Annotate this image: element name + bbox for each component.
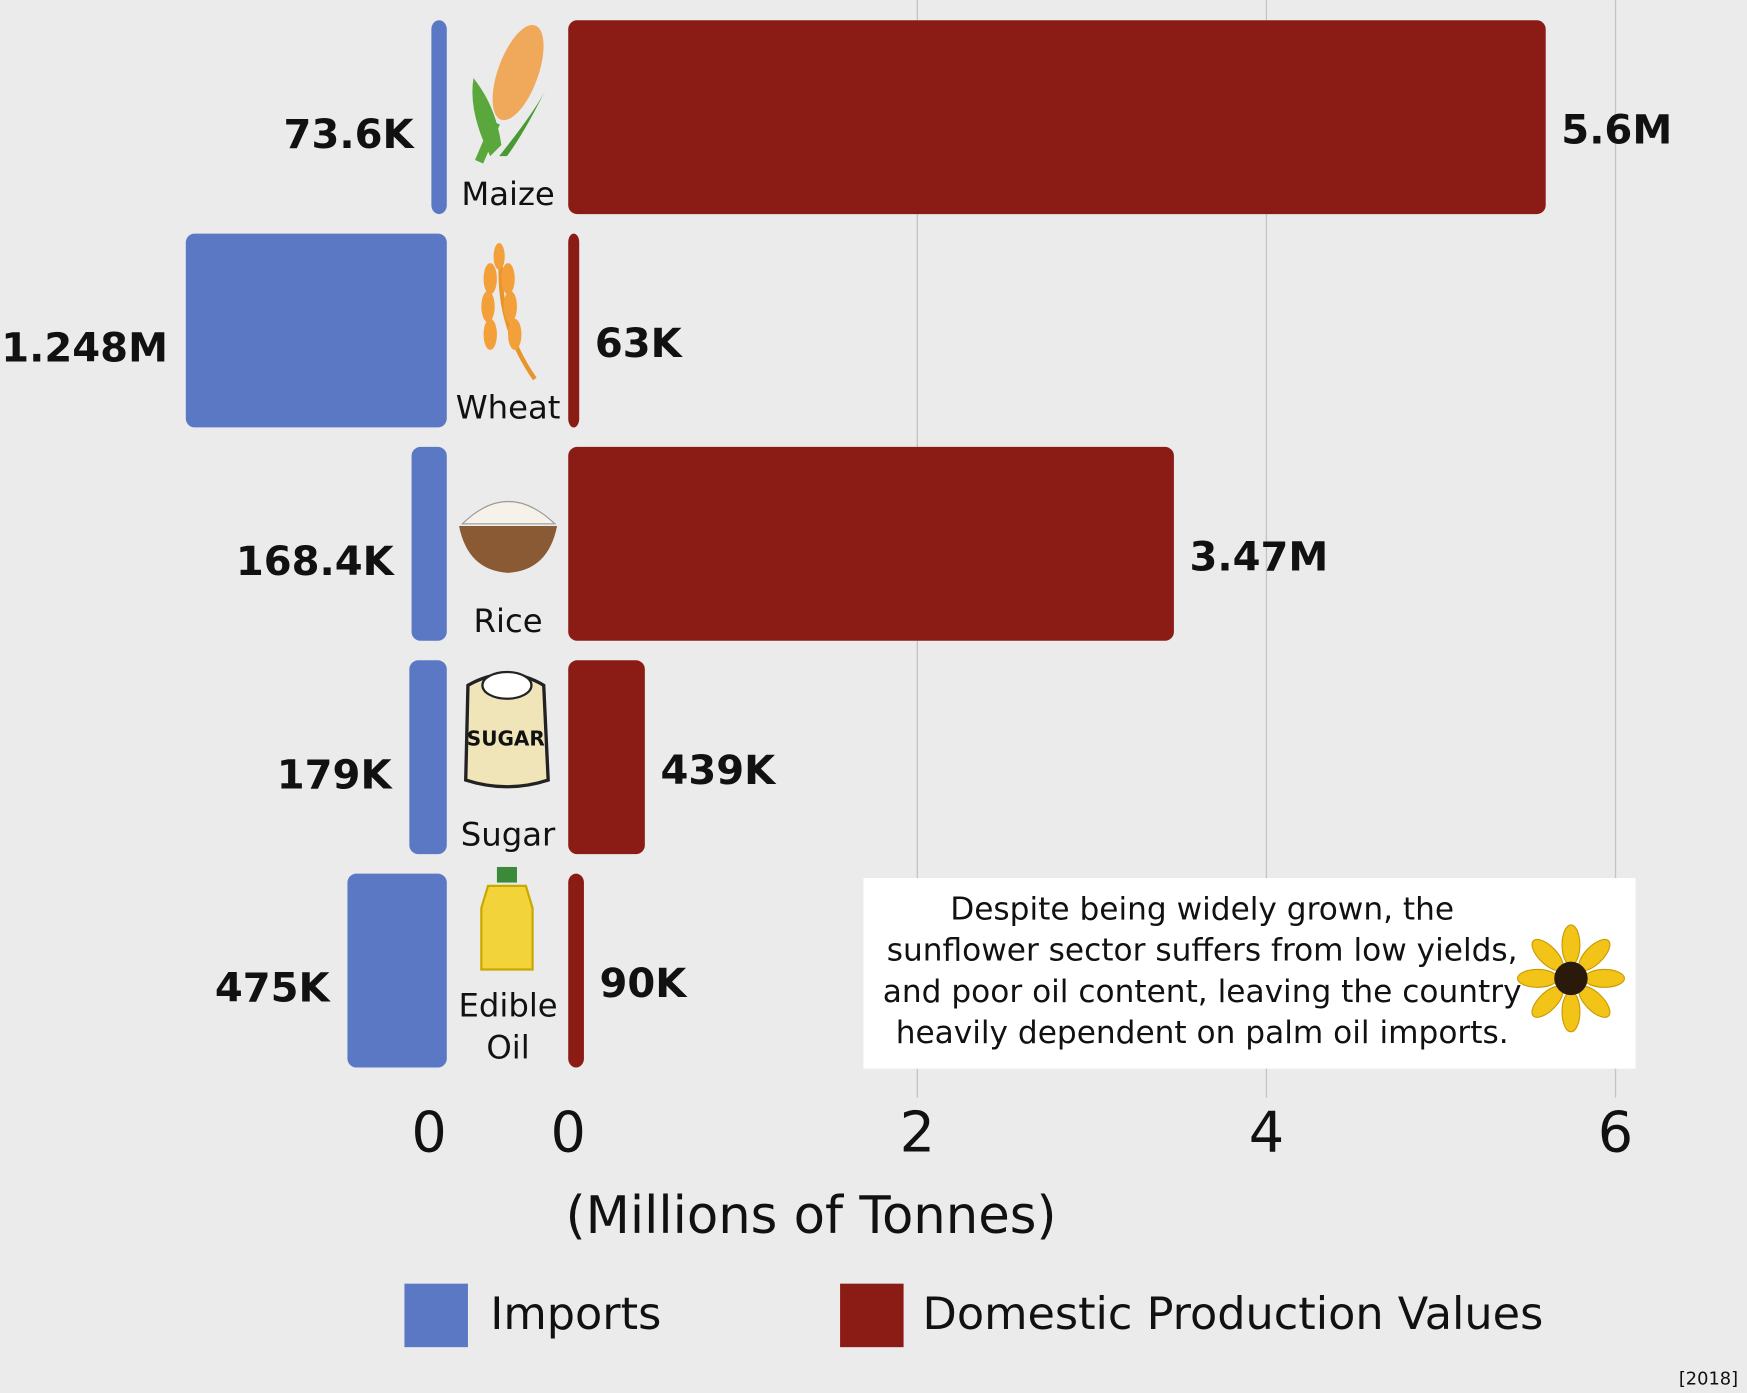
source: [2018] bbox=[1679, 1368, 1738, 1389]
bar bbox=[568, 20, 1546, 215]
svg-text:SUGAR: SUGAR bbox=[467, 726, 546, 750]
value-label: 179K bbox=[277, 752, 394, 798]
rice-icon bbox=[459, 501, 558, 573]
x-tick-label: 2 bbox=[900, 1101, 935, 1166]
x-tick-label: 0 bbox=[551, 1101, 586, 1166]
maize-icon bbox=[472, 24, 546, 164]
annotation-line: and poor oil content, leaving the countr… bbox=[883, 974, 1522, 1010]
category-label: Wheat bbox=[456, 389, 561, 427]
bar bbox=[185, 233, 447, 428]
category-label: Edible Oil bbox=[458, 986, 557, 1066]
value-label: 1.248M bbox=[1, 326, 168, 372]
icons: SUGAR bbox=[459, 24, 558, 971]
x-tick-label: 4 bbox=[1249, 1101, 1284, 1166]
bar bbox=[409, 660, 447, 855]
category-label: Maize bbox=[461, 175, 554, 213]
legend-swatch bbox=[840, 1283, 904, 1348]
bar bbox=[431, 20, 447, 215]
value-label: 475K bbox=[215, 966, 332, 1012]
category-label: Sugar bbox=[461, 815, 556, 853]
sunflower-icon bbox=[1516, 924, 1625, 1033]
bar bbox=[568, 233, 580, 428]
category-label: Rice bbox=[474, 602, 543, 640]
annotation-line: sunflower sector suffers from low yields… bbox=[887, 933, 1518, 969]
oil-icon bbox=[480, 866, 534, 971]
bar bbox=[411, 446, 447, 641]
bar bbox=[568, 873, 584, 1068]
bar bbox=[568, 446, 1174, 641]
value-label: 5.6M bbox=[1561, 108, 1672, 154]
value-label: 439K bbox=[660, 748, 777, 794]
legend-swatch bbox=[404, 1283, 468, 1348]
value-label: 63K bbox=[595, 321, 684, 367]
x-tick-label: 6 bbox=[1598, 1101, 1633, 1166]
value-label: 168.4K bbox=[236, 539, 396, 585]
sugar-icon: SUGAR bbox=[464, 670, 550, 789]
legend-label: Domestic Production Values bbox=[923, 1288, 1544, 1340]
annotation-line: Despite being widely grown, the bbox=[950, 891, 1454, 927]
bar bbox=[347, 873, 447, 1068]
annotation-box bbox=[863, 878, 1636, 1069]
value-label: 90K bbox=[600, 961, 689, 1007]
value-label: 73.6K bbox=[284, 112, 416, 158]
x-tick-label: 0 bbox=[411, 1101, 446, 1166]
value-label: 3.47M bbox=[1190, 534, 1329, 580]
x-axis-label: (Millions of Tonnes) bbox=[566, 1186, 1057, 1246]
legend-label: Imports bbox=[490, 1288, 661, 1340]
wheat-icon bbox=[481, 243, 537, 381]
bar bbox=[568, 660, 645, 855]
annotation-line: heavily dependent on palm oil imports. bbox=[896, 1015, 1509, 1051]
